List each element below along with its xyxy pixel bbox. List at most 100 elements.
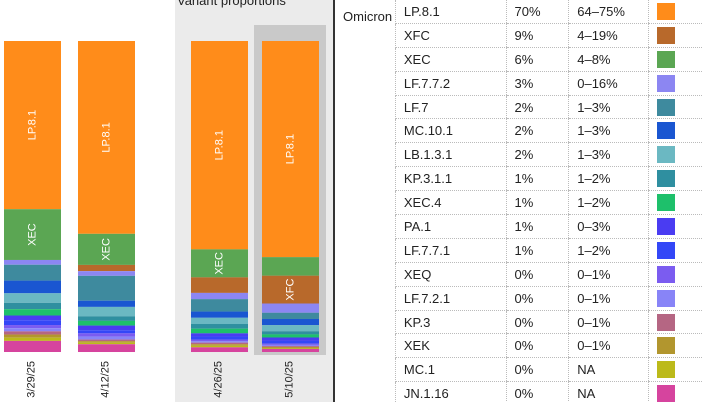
table-row[interactable]: KP.3 0% 0–1%	[335, 310, 702, 335]
table-row[interactable]: XFC 9% 4–19%	[335, 23, 702, 48]
bar-segment-xec-4-4-12-25[interactable]	[78, 320, 135, 326]
table-row[interactable]: PA.1 1% 0–3%	[335, 214, 702, 239]
bar-segment-lf-7-7-2-5-10-25[interactable]	[262, 303, 319, 313]
bar-segment-xeq-4-12-25[interactable]	[78, 333, 135, 337]
bar-segment-lf-7-7-2-4-26-25[interactable]	[191, 292, 248, 300]
panel-divider	[333, 0, 335, 402]
bar-segment-pa-1-4-26-25[interactable]	[191, 333, 248, 337]
bar-segment-xeq-3-29-25[interactable]	[4, 325, 61, 329]
bar-segment-xec-3-29-25[interactable]	[4, 209, 61, 260]
range-cell: 1–2%	[568, 190, 649, 216]
bar-segment-pa-1-5-10-25[interactable]	[262, 337, 319, 341]
bar-segment-xec-4-12-25[interactable]	[78, 233, 135, 265]
bar-segment-xek-5-10-25[interactable]	[262, 347, 319, 348]
bar-segment-lp-8-1-4-12-25[interactable]	[78, 41, 135, 234]
bar-segment-kp-3-4-12-25[interactable]	[78, 339, 135, 342]
lineage-cell: XEQ	[394, 262, 506, 287]
swatch-cell	[648, 190, 702, 216]
lineage-cell: XEC.4	[394, 190, 506, 216]
table-row[interactable]: XEQ 0% 0–1%	[335, 262, 702, 287]
table-row[interactable]: MC.10.1 2% 1–3%	[335, 118, 702, 144]
bar-segment-xek-4-12-25[interactable]	[78, 341, 135, 343]
table-row[interactable]: XEK 0% 0–1%	[335, 333, 702, 359]
table-row[interactable]: MC.1 0% NA	[335, 357, 702, 383]
table-row[interactable]: LF.7.2.1 0% 0–1%	[335, 286, 702, 311]
table-row[interactable]: LF.7.7.1 1% 1–2%	[335, 238, 702, 263]
x-tick-label-5-10-25: 5/10/25	[283, 361, 295, 398]
table-row[interactable]: LF.7 2% 1–3%	[335, 95, 702, 120]
bar-segment-mc-1-4-12-25[interactable]	[78, 342, 135, 345]
swatch-cell	[648, 262, 702, 287]
bar-segment-xec-5-10-25[interactable]	[262, 257, 319, 276]
lineage-cell: KP.3	[394, 310, 506, 335]
bar-segment-mc-10-1-3-29-25[interactable]	[4, 280, 61, 294]
bar-segment-xec-4-3-29-25[interactable]	[4, 309, 61, 316]
bar-segment-mc-10-1-4-12-25[interactable]	[78, 300, 135, 307]
bar-segment-lf-7-4-12-25[interactable]	[78, 275, 135, 301]
bar-segment-lf-7-5-10-25[interactable]	[262, 312, 319, 319]
bar-segment-xec-4-26-25[interactable]	[191, 249, 248, 278]
bar-segment-lf-7-2-1-4-12-25[interactable]	[78, 336, 135, 340]
bar-segment-pa-1-3-29-25[interactable]	[4, 315, 61, 321]
bar-segment-kp-3-3-29-25[interactable]	[4, 331, 61, 335]
bar-segment-xfc-4-26-25[interactable]	[191, 277, 248, 293]
bar-segment-lb-1-3-1-4-26-25[interactable]	[191, 317, 248, 325]
table-row[interactable]: LF.7.7.2 3% 0–16%	[335, 71, 702, 96]
bar-segment-lf-7-2-1-5-10-25[interactable]	[262, 344, 319, 347]
table-row[interactable]: Omicron LP.8.1 70% 64–75%	[335, 0, 702, 24]
bar-segment-lf-7-7-1-3-29-25[interactable]	[4, 320, 61, 326]
bar-segment-xeq-5-10-25[interactable]	[262, 343, 319, 345]
lineage-cell: LB.1.3.1	[394, 142, 506, 168]
bar-segment-lf-7-4-26-25[interactable]	[191, 299, 248, 312]
bar-segment-xfc-4-12-25[interactable]	[78, 264, 135, 272]
bar-segment-kp-3-1-1-3-29-25[interactable]	[4, 302, 61, 310]
bar-segment-mc-1-5-10-25[interactable]	[262, 347, 319, 349]
table-row[interactable]: XEC 6% 4–8%	[335, 47, 702, 72]
bar-segment-xfc-5-10-25[interactable]	[262, 275, 319, 304]
bar-segment-kp-3-4-26-25[interactable]	[191, 342, 248, 345]
table-row[interactable]: JN.1.16 0% NA	[335, 381, 702, 402]
bar-segment-mc-1-4-26-25[interactable]	[191, 345, 248, 348]
bar-segment-pa-1-4-12-25[interactable]	[78, 325, 135, 331]
bar-segment-xec-4-4-26-25[interactable]	[191, 328, 248, 334]
bar-segment-mc-1-3-29-25[interactable]	[4, 337, 61, 341]
bar-segment-lb-1-3-1-3-29-25[interactable]	[4, 293, 61, 303]
bar-segment-lb-1-3-1-4-12-25[interactable]	[78, 306, 135, 317]
bar-segment-lf-7-7-1-4-12-25[interactable]	[78, 330, 135, 334]
bar-segment-mc-10-1-5-10-25[interactable]	[262, 318, 319, 326]
bar-segment-lf-7-7-2-4-12-25[interactable]	[78, 271, 135, 276]
bar-segment-lf-7-2-1-3-29-25[interactable]	[4, 328, 61, 332]
bar-segment-mc-10-1-4-26-25[interactable]	[191, 311, 248, 318]
swatch-cell	[648, 166, 702, 192]
color-swatch	[657, 50, 676, 68]
bar-segment-lf-7-7-2-3-29-25[interactable]	[4, 259, 61, 265]
lineage-cell: XEC	[394, 47, 506, 72]
bar-segment-xek-4-26-25[interactable]	[191, 344, 248, 346]
table-row[interactable]: KP.3.1.1 1% 1–2%	[335, 166, 702, 192]
bar-segment-xeq-4-26-25[interactable]	[191, 339, 248, 342]
bar-segment-other-5-10-25[interactable]	[262, 348, 319, 352]
bar-segment-lf-7-7-1-5-10-25[interactable]	[262, 340, 319, 344]
bar-segment-lf-7-2-1-4-26-25[interactable]	[191, 341, 248, 343]
bar-segment-other-4-12-25[interactable]	[78, 344, 135, 353]
bar-segment-kp-3-1-1-5-10-25[interactable]	[262, 331, 319, 335]
bar-segment-lb-1-3-1-5-10-25[interactable]	[262, 325, 319, 332]
bar-segment-kp-3-1-1-4-12-25[interactable]	[78, 316, 135, 321]
share-cell: 2%	[505, 95, 569, 120]
bar-segment-other-3-29-25[interactable]	[4, 340, 61, 352]
color-swatch	[657, 26, 676, 44]
bar-segment-xek-3-29-25[interactable]	[4, 334, 61, 338]
lineage-cell: MC.1	[394, 357, 506, 383]
table-row[interactable]: LB.1.3.1 2% 1–3%	[335, 142, 702, 168]
range-cell: 0–16%	[568, 71, 649, 96]
bar-segment-lf-7-3-29-25[interactable]	[4, 264, 61, 281]
bar-segment-lp-8-1-5-10-25[interactable]	[262, 41, 319, 258]
bar-segment-xec-4-5-10-25[interactable]	[262, 334, 319, 338]
bar-segment-lf-7-7-1-4-26-25[interactable]	[191, 336, 248, 340]
bar-segment-kp-3-5-10-25[interactable]	[262, 346, 319, 348]
bar-segment-other-4-26-25[interactable]	[191, 347, 248, 353]
table-row[interactable]: XEC.4 1% 1–2%	[335, 190, 702, 216]
bar-segment-lp-8-1-4-26-25[interactable]	[191, 41, 248, 250]
bar-segment-lp-8-1-3-29-25[interactable]	[4, 41, 61, 210]
bar-segment-kp-3-1-1-4-26-25[interactable]	[191, 324, 248, 329]
